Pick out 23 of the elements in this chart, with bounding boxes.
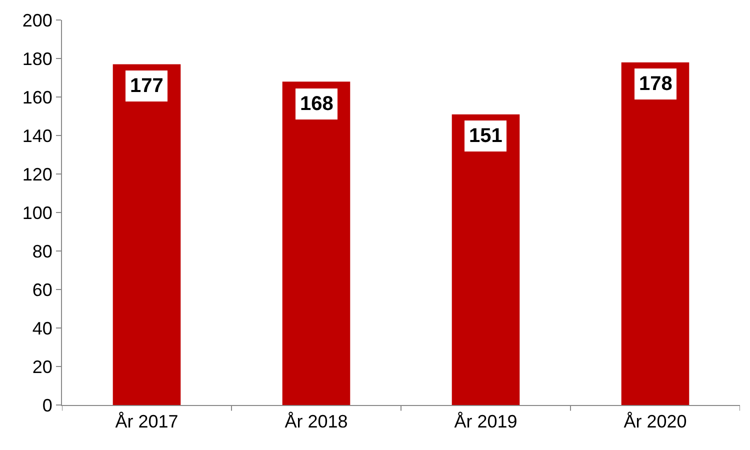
- y-tick-label: 180: [22, 48, 52, 69]
- y-tick-label: 160: [22, 87, 52, 108]
- data-label: 178: [639, 73, 672, 95]
- x-tick-label: År 2020: [624, 412, 687, 432]
- y-tick-label: 40: [32, 318, 52, 338]
- x-tick-label: År 2018: [284, 412, 348, 432]
- data-label: 151: [469, 125, 502, 147]
- y-tick-label: 140: [22, 126, 52, 146]
- bar: [112, 64, 181, 405]
- x-tick-label: År 2017: [115, 412, 178, 432]
- bar: [621, 62, 690, 405]
- x-tick-label: År 2019: [454, 412, 518, 432]
- y-tick-label: 120: [22, 164, 52, 184]
- data-label: 177: [130, 75, 164, 97]
- bar: [452, 114, 520, 405]
- y-tick-label: 60: [32, 280, 52, 300]
- y-tick-label: 0: [42, 395, 52, 416]
- data-label: 168: [300, 93, 334, 115]
- bar: [282, 82, 350, 405]
- y-tick-label: 20: [32, 356, 52, 377]
- y-tick-label: 200: [22, 10, 52, 30]
- y-tick-label: 80: [32, 241, 52, 262]
- y-tick-label: 100: [22, 202, 52, 223]
